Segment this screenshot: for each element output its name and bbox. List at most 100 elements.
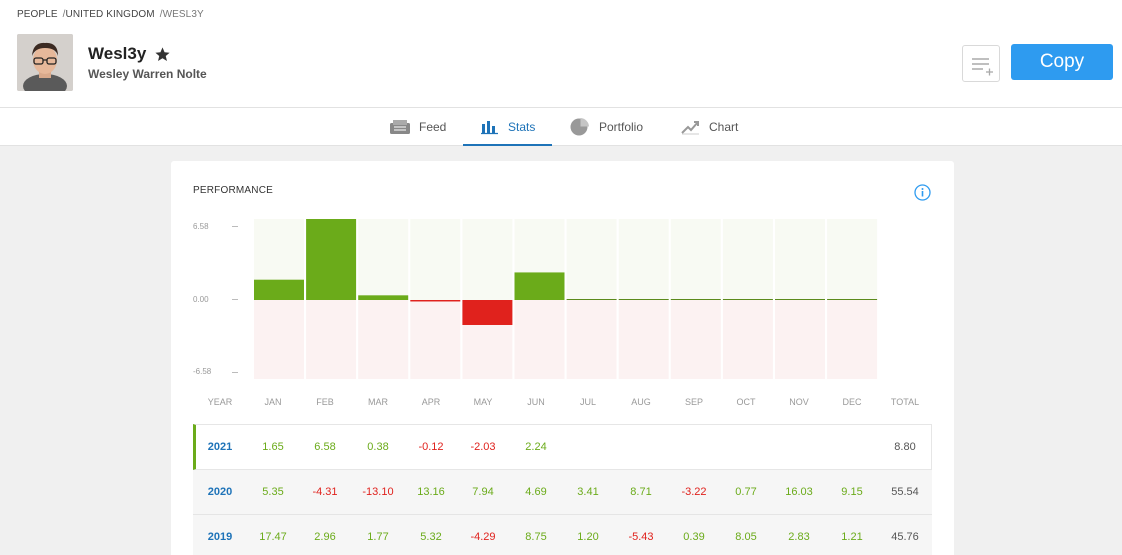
column-header: FEB [316, 397, 334, 407]
month-value: 1.21 [841, 530, 863, 543]
pie-icon [570, 118, 589, 136]
month-value: -13.10 [362, 486, 394, 498]
month-value: 1.65 [262, 441, 284, 453]
bar-jun[interactable] [514, 272, 565, 300]
avatar [17, 34, 73, 91]
chart-negative-zone [775, 300, 825, 379]
month-value: 16.03 [785, 486, 813, 498]
chart-negative-zone [358, 300, 409, 379]
column-header: DEC [842, 397, 862, 407]
star-icon[interactable] [154, 46, 171, 63]
tab-stats[interactable]: Stats [480, 108, 535, 146]
feed-icon [390, 120, 410, 134]
profile-header: PEOPLE/UNITED KINGDOM/WESL3Y Wesl3y Wesl… [0, 0, 1122, 108]
bar-apr[interactable] [410, 300, 461, 302]
month-value: 1.20 [577, 530, 599, 543]
chart-negative-zone [827, 300, 878, 379]
breadcrumb-people[interactable]: PEOPLE [17, 9, 58, 20]
bar-feb[interactable] [306, 219, 357, 300]
month-value: 0.38 [367, 441, 389, 453]
month-value: 2.83 [788, 530, 810, 543]
chart-positive-zone [410, 219, 461, 300]
y-tick-label: 6.58 [193, 222, 209, 231]
year-link[interactable]: 2019 [207, 530, 233, 543]
year-link[interactable]: 2020 [207, 486, 233, 498]
month-value: 2.96 [314, 530, 336, 543]
month-value [776, 425, 822, 469]
bar-jan[interactable] [254, 279, 304, 300]
total-value: 55.54 [891, 486, 919, 498]
full-name: Wesley Warren Nolte [88, 67, 207, 81]
month-value: 17.47 [259, 530, 287, 543]
tab-label: Portfolio [599, 120, 644, 134]
tab-portfolio[interactable]: Portfolio [569, 108, 643, 146]
chart-icon [681, 121, 699, 135]
breadcrumb-separator: / [159, 9, 163, 20]
column-header: SEP [684, 397, 703, 407]
month-value: 8.05 [735, 530, 757, 543]
bar-dec[interactable] [827, 299, 878, 300]
month-value [723, 425, 769, 469]
column-header: APR [421, 397, 441, 407]
month-value: 2.24 [525, 441, 547, 453]
month-value: 6.58 [314, 441, 336, 453]
bar-may[interactable] [462, 300, 513, 325]
info-icon[interactable] [914, 184, 931, 201]
performance-title: PERFORMANCE [193, 185, 273, 196]
table-row[interactable]: 2019 17.47 2.96 1.77 5.32 -4.29 8.75 1.20 -5.43 0… [193, 514, 932, 555]
stats-icon [481, 121, 498, 135]
chart-negative-zone [722, 300, 773, 379]
column-header: MAY [473, 397, 493, 407]
column-header: AUG [631, 397, 651, 407]
chart-negative-zone [618, 300, 669, 379]
chart-positive-zone [722, 219, 773, 300]
tab-label: Feed [419, 120, 447, 134]
total-value: 45.76 [891, 530, 919, 543]
chart-positive-zone [775, 219, 825, 300]
active-tab-indicator [463, 144, 552, 146]
month-value: 8.75 [525, 530, 547, 543]
total-value: 8.80 [894, 441, 916, 453]
month-value: -5.43 [628, 530, 654, 543]
column-header: JUL [579, 397, 596, 407]
table-row[interactable]: 2021 1.65 6.58 0.38 -0.12 -2.03 2.24 8.80 [193, 424, 932, 470]
name-row: Wesl3y [88, 44, 171, 64]
column-header: JUN [527, 397, 545, 407]
add-to-watchlist-button[interactable] [962, 45, 1000, 82]
breadcrumb-separator: / [62, 9, 66, 20]
month-value: 4.69 [525, 486, 547, 498]
bar-sep[interactable] [670, 299, 721, 300]
month-value: -4.29 [470, 530, 496, 543]
add-to-watchlist-icon [972, 58, 993, 76]
month-value: 7.94 [472, 486, 494, 498]
year-link[interactable]: 2021 [207, 441, 233, 453]
breadcrumb: PEOPLE/UNITED KINGDOM/WESL3Y [17, 9, 204, 20]
chart-negative-zone [306, 300, 357, 379]
month-value: 8.71 [630, 486, 652, 498]
table-row[interactable]: 2020 5.35 -4.31 -13.10 13.16 7.94 4.69 3.41 8.71… [193, 470, 932, 514]
month-value: -4.31 [312, 486, 338, 498]
month-value [618, 425, 664, 469]
y-tick-mark [232, 299, 238, 300]
tab-feed[interactable]: Feed [389, 108, 446, 146]
bar-mar[interactable] [358, 295, 409, 300]
chart-negative-zone [670, 300, 721, 379]
column-header: MAR [368, 397, 388, 407]
chart-positive-zone [566, 219, 617, 300]
column-header: JAN [264, 397, 282, 407]
month-value: 3.41 [577, 486, 599, 498]
month-value: 1.77 [367, 530, 389, 543]
bar-oct[interactable] [722, 299, 773, 300]
copy-button[interactable]: Copy [1011, 44, 1113, 80]
month-value: 13.16 [417, 486, 445, 498]
chart-negative-zone [566, 300, 617, 379]
breadcrumb-country[interactable]: UNITED KINGDOM [65, 9, 155, 20]
chart-positive-zone [462, 219, 513, 300]
bar-jul[interactable] [566, 299, 617, 300]
tab-chart[interactable]: Chart [681, 108, 738, 146]
bar-aug[interactable] [618, 299, 669, 300]
tab-label: Chart [709, 120, 739, 134]
bar-nov[interactable] [775, 299, 825, 300]
month-value: 5.32 [420, 530, 442, 543]
y-tick-label: 0.00 [193, 295, 209, 304]
